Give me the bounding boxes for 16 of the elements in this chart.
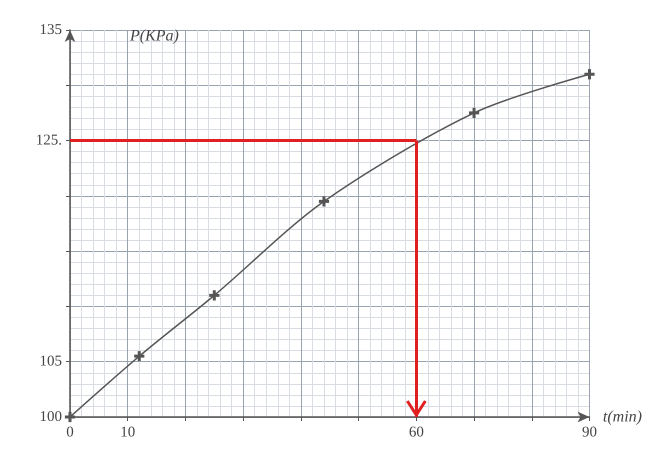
y-tick-label: 125. (36, 132, 62, 149)
x-axis-title: t(min) (602, 408, 642, 426)
y-tick-label: 135 (40, 22, 62, 38)
x-tick-label: 10 (120, 424, 136, 440)
point (134, 351, 144, 362)
point (64, 412, 76, 422)
point (584, 69, 595, 80)
point (468, 108, 480, 118)
x-tick-label: 90 (582, 424, 597, 440)
point (209, 290, 220, 300)
y-axis-title: P(KPa) (129, 28, 179, 44)
x-tick-label: 0 (66, 424, 74, 440)
x-tick-label: 60 (408, 424, 424, 440)
y-tick-label: 105 (40, 354, 62, 370)
y-tick-label: 100 (40, 409, 62, 425)
point (318, 196, 330, 206)
